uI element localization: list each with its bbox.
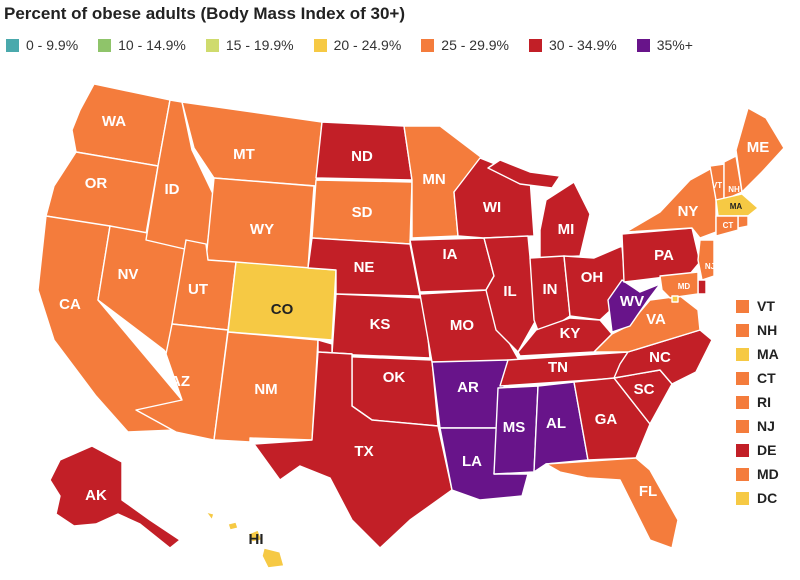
state-mo[interactable] <box>419 289 521 363</box>
legend-label: 0 - 9.9% <box>26 37 79 53</box>
small-state-swatch <box>736 491 749 505</box>
small-state-label: MA <box>757 346 779 362</box>
state-nm[interactable] <box>213 331 319 443</box>
legend-swatch <box>636 38 650 52</box>
small-state-swatch <box>736 371 749 385</box>
small-state-label: MD <box>757 466 779 482</box>
small-state-swatch <box>736 395 749 409</box>
state-me[interactable] <box>735 107 785 193</box>
small-state-label: DE <box>757 442 777 458</box>
legend-label: 15 - 19.9% <box>225 37 294 53</box>
state-ms[interactable] <box>493 385 539 475</box>
state-ga[interactable] <box>573 377 651 461</box>
state-ak[interactable] <box>49 445 181 549</box>
small-state-item: VT <box>736 294 779 318</box>
small-state-label: DC <box>757 490 778 506</box>
legend-label: 25 - 29.9% <box>441 37 510 53</box>
small-state-label: NH <box>757 322 778 338</box>
small-state-swatch <box>736 299 749 313</box>
state-nd[interactable] <box>315 121 413 181</box>
legend-item: 35%+ <box>636 37 693 53</box>
small-state-item: DE <box>736 438 779 462</box>
state-de[interactable] <box>697 279 707 295</box>
small-state-swatch <box>736 323 749 337</box>
legend-item: 10 - 14.9% <box>98 37 186 53</box>
state-il[interactable] <box>483 235 537 353</box>
state-fl[interactable] <box>545 457 679 549</box>
legend-swatch <box>98 38 112 52</box>
legend-item: 0 - 9.9% <box>6 37 78 53</box>
legend-swatch <box>6 38 19 52</box>
legend-swatch <box>313 38 327 52</box>
small-state-label: VT <box>757 298 775 314</box>
state-co[interactable] <box>227 261 337 341</box>
state-ks[interactable] <box>331 293 431 359</box>
small-state-label: CT <box>757 370 776 386</box>
legend-label: 20 - 24.9% <box>333 37 402 53</box>
small-state-label: NJ <box>757 418 775 434</box>
legend-item: 15 - 19.9% <box>205 37 294 53</box>
legend-item: 30 - 34.9% <box>529 37 617 53</box>
state-ky[interactable] <box>517 317 613 357</box>
state-md[interactable] <box>659 271 699 299</box>
state-hi[interactable] <box>205 511 285 569</box>
legend-swatch <box>205 38 219 52</box>
state-nj[interactable] <box>697 239 715 281</box>
us-map: WA OR CA NV ID MT WY UT AZ CO NM ND SD N… <box>37 83 785 569</box>
small-state-item: NJ <box>736 414 779 438</box>
legend-label: 35%+ <box>656 37 693 53</box>
legend-label: 30 - 34.9% <box>549 37 617 53</box>
state-sd[interactable] <box>311 179 413 245</box>
legend-swatch <box>529 38 543 52</box>
state-mi[interactable] <box>539 181 591 259</box>
state-ct[interactable] <box>715 215 739 237</box>
legend-swatch <box>421 38 435 52</box>
small-state-item: CT <box>736 366 779 390</box>
small-states-legend: VT NH MA CT RI NJ DE MD DC <box>736 294 779 510</box>
state-tx[interactable] <box>253 351 453 549</box>
state-ny[interactable] <box>625 167 717 239</box>
map-title: Percent of obese adults (Body Mass Index… <box>4 4 406 23</box>
small-state-item: DC <box>736 486 779 510</box>
state-wy[interactable] <box>205 177 315 269</box>
small-state-item: RI <box>736 390 779 414</box>
legend-label: 10 - 14.9% <box>118 37 186 53</box>
small-state-item: MD <box>736 462 779 486</box>
state-ia[interactable] <box>409 237 495 293</box>
small-state-swatch <box>736 467 749 481</box>
state-dc[interactable] <box>671 295 679 303</box>
small-state-swatch <box>736 347 749 361</box>
legend: 0 - 9.9% 10 - 14.9% 15 - 19.9% 20 - 24.9… <box>6 36 713 54</box>
state-ri[interactable] <box>737 215 749 229</box>
small-state-swatch <box>736 443 749 457</box>
state-nc[interactable] <box>613 329 713 385</box>
state-mi-upper[interactable] <box>487 159 561 189</box>
legend-item: 20 - 24.9% <box>313 37 402 53</box>
small-state-label: RI <box>757 394 771 410</box>
state-ma[interactable] <box>715 193 759 217</box>
small-state-item: MA <box>736 342 779 366</box>
small-state-swatch <box>736 419 749 433</box>
legend-item: 25 - 29.9% <box>421 37 509 53</box>
small-state-item: NH <box>736 318 779 342</box>
